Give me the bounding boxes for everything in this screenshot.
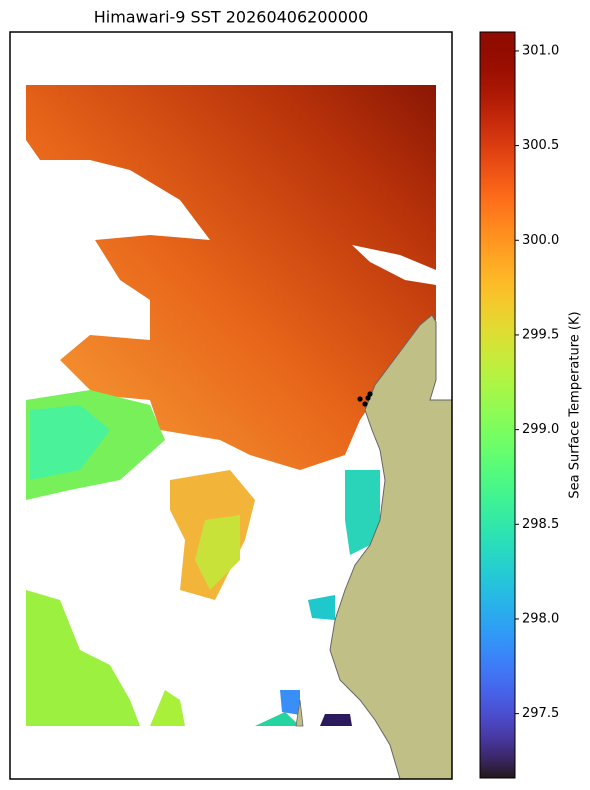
cool-water <box>308 595 335 620</box>
sst-field <box>26 85 452 779</box>
land <box>329 314 452 779</box>
warm-water <box>26 85 436 470</box>
island <box>295 699 304 727</box>
cyan-water <box>30 405 110 480</box>
marker <box>365 395 371 401</box>
marker <box>357 396 363 402</box>
colorbar-tick-label: 297.5 <box>522 706 559 721</box>
colorbar-tick-label: 301.0 <box>522 43 559 58</box>
colorbar-label: Sea Surface Temperature (K) <box>568 311 583 498</box>
cloud-gap <box>352 245 436 285</box>
map-frame <box>9 31 453 780</box>
coldest-water <box>320 714 352 726</box>
cold-water <box>280 690 300 715</box>
colorbar-tick-label: 298.5 <box>522 517 559 532</box>
colorbar-tick-label: 299.5 <box>522 327 559 342</box>
colorbar-tick-label: 300.0 <box>522 233 559 248</box>
colorbar-tick-label: 300.5 <box>522 138 559 153</box>
cool-water <box>255 712 300 726</box>
cool-water <box>345 470 380 555</box>
colorbar <box>479 31 516 779</box>
green-water <box>150 690 185 726</box>
map-title: Himawari-9 SST 20260406200000 <box>94 8 369 27</box>
marker <box>367 391 373 397</box>
green-water <box>26 590 140 726</box>
colorbar-tick-label: 299.0 <box>522 422 559 437</box>
marker <box>362 401 368 407</box>
colorbar-tick-label: 298.0 <box>522 611 559 626</box>
yellow-patch <box>195 515 240 590</box>
